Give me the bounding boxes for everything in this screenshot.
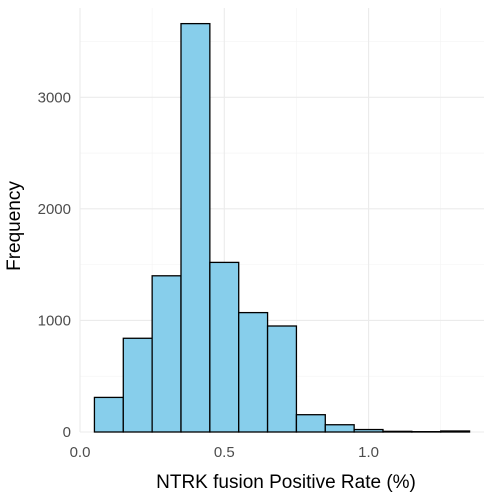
y-axis-title: Frequency: [4, 181, 25, 271]
x-tick-label: 0.5: [214, 444, 235, 461]
histogram-bar-5: [209, 261, 240, 433]
histogram-bar-2: [122, 337, 153, 433]
y-tick-label: 1000: [38, 312, 71, 329]
y-tick-label: 0: [63, 424, 71, 441]
y-tick-label: 2000: [38, 201, 71, 218]
x-tick-label: 0.0: [70, 444, 91, 461]
histogram-bar-8: [295, 414, 326, 433]
x-axis-ticks: 0.0 0.5 1.0: [70, 444, 379, 461]
y-tick-label: 3000: [38, 89, 71, 106]
x-axis-title: NTRK fusion Positive Rate (%): [156, 472, 416, 493]
histogram-bar-4: [180, 22, 211, 433]
histogram-bar-6: [238, 311, 269, 433]
histogram-bar-13: [440, 430, 471, 433]
histogram-bar-3: [151, 275, 182, 433]
histogram-bars: [93, 22, 471, 433]
y-axis-ticks: 0 1000 2000 3000: [38, 89, 71, 441]
x-tick-label: 1.0: [358, 444, 379, 461]
histogram-bar-11: [382, 430, 413, 433]
histogram-bar-9: [324, 424, 355, 433]
histogram-bar-7: [266, 325, 298, 433]
histogram-bar-10: [353, 428, 384, 433]
histogram-bar-1: [93, 396, 124, 433]
